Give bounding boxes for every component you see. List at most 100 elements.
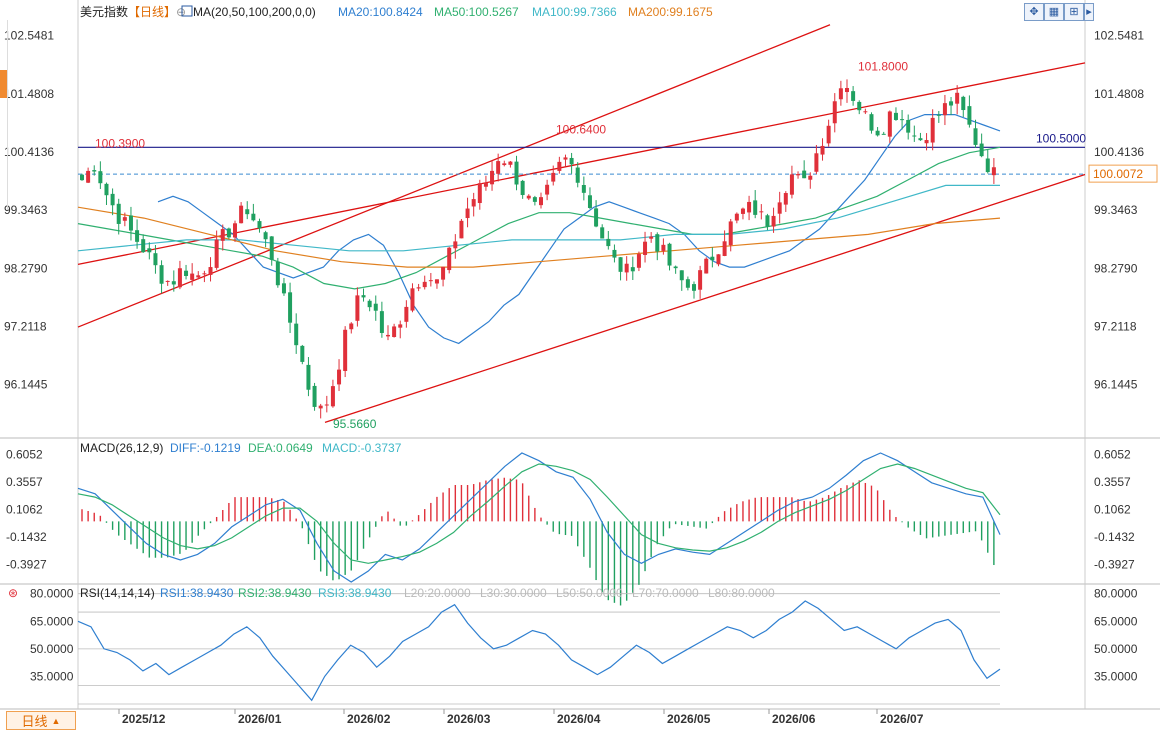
candle-body	[808, 175, 813, 180]
y-tick-label-right: 102.5481	[1094, 29, 1144, 43]
candle-body	[955, 92, 960, 104]
last-price-label: 100.0072	[1093, 167, 1143, 181]
candle-body	[838, 88, 843, 100]
caret-up-icon: ▲	[51, 715, 61, 726]
y-tick-label-left: 100.4136	[4, 145, 54, 159]
candle-body	[214, 239, 219, 268]
macd-tick-left: 0.6052	[6, 448, 43, 462]
candle-body	[661, 244, 666, 251]
layout-icon[interactable]: ▦	[1044, 3, 1064, 21]
candle-body	[153, 253, 158, 266]
candle-body	[312, 385, 317, 407]
candle-body	[177, 268, 182, 288]
candle-body	[355, 295, 360, 321]
rsi-l50: L50:50.0000	[556, 586, 623, 600]
candle-body	[893, 112, 898, 120]
candle-body	[165, 280, 170, 282]
candle-body	[392, 326, 397, 338]
rsi-tick-left: 65.0000	[30, 614, 74, 628]
candle-body	[594, 208, 599, 227]
macd-diff: DIFF:-0.1219	[170, 441, 241, 455]
channel-line	[324, 173, 1086, 423]
rsi-tick-right: 65.0000	[1094, 614, 1138, 628]
candle-body	[539, 197, 543, 206]
candle-body	[404, 306, 409, 322]
candle-body	[233, 223, 237, 238]
rsi3-value: RSI3:38.9430	[318, 586, 392, 600]
candle-body	[281, 283, 286, 294]
left-toolbar-active-tab[interactable]	[0, 70, 7, 98]
candle-body	[190, 273, 195, 280]
rsi-tick-right: 80.0000	[1094, 587, 1138, 601]
rsi-tick-left: 80.0000	[30, 587, 74, 601]
period-button-label: 日线	[21, 714, 48, 729]
macd-tick-left: 0.1062	[6, 503, 43, 517]
candle-body	[545, 184, 550, 195]
candle-body	[685, 279, 690, 288]
settings-icon[interactable]: ⊖	[176, 5, 186, 19]
candle-body	[881, 133, 886, 135]
period-label: 【日线】	[128, 5, 176, 19]
candle-body	[820, 145, 825, 155]
y-tick-label-right: 101.4808	[1094, 87, 1144, 101]
candle-body	[92, 170, 97, 172]
candle-body	[667, 243, 672, 266]
y-tick-label-right: 99.3463	[1094, 203, 1138, 217]
price-channel	[77, 24, 1086, 423]
candle-body	[428, 280, 433, 282]
candle-body	[128, 215, 133, 231]
candle-body	[949, 101, 954, 106]
candle-body	[422, 281, 427, 288]
candle-body	[967, 106, 972, 125]
candle-body	[612, 249, 617, 258]
x-tick-label: 2026/03	[447, 712, 491, 726]
candle-body	[704, 258, 709, 274]
candle-body	[624, 263, 629, 273]
y-tick-label-right: 97.2118	[1094, 319, 1137, 333]
period-button[interactable]: 日线 ▲	[6, 711, 76, 730]
price-annotation: 95.5660	[333, 417, 377, 431]
rsi-settings-icon[interactable]: ⊛	[8, 586, 18, 600]
candle-body	[98, 171, 103, 184]
candle-body	[814, 153, 819, 172]
macd-tick-right: -0.1432	[1094, 530, 1135, 544]
ma-params: MA(20,50,100,200,0,0)	[193, 5, 316, 19]
expand-icon[interactable]: ✥	[1024, 3, 1044, 21]
candle-body	[373, 303, 378, 311]
y-tick-label-left: 101.4808	[4, 87, 54, 101]
collapse-icon[interactable]: ▸	[1084, 3, 1094, 21]
candle-body	[477, 183, 482, 204]
candle-body	[379, 311, 384, 333]
rsi2-value: RSI2:38.9430	[238, 586, 312, 600]
candle-body	[906, 119, 911, 133]
candle-body	[196, 275, 201, 278]
candle-body	[239, 205, 244, 224]
candle-body	[636, 254, 641, 268]
candle-body	[447, 247, 452, 271]
macd-dea: DEA:0.0649	[248, 441, 313, 455]
indicator-toggle-icon[interactable]	[181, 5, 193, 17]
candle-body	[104, 183, 109, 196]
candle-body	[514, 161, 519, 185]
candle-body	[245, 209, 250, 215]
candle-body	[606, 238, 611, 247]
candle-body	[361, 295, 366, 298]
candle-body	[740, 208, 745, 214]
candle-body	[269, 236, 274, 260]
candle-body	[508, 161, 513, 165]
price-annotation: 101.8000	[858, 59, 908, 73]
ma100-value: MA100:99.7366	[532, 5, 617, 19]
diff-line	[77, 452, 1001, 583]
fullscreen-icon[interactable]: ⊞	[1064, 3, 1084, 21]
x-tick-label: 2026/01	[238, 712, 282, 726]
candle-body	[900, 119, 905, 121]
candle-body	[673, 266, 678, 269]
y-tick-label-left: 98.2790	[4, 261, 48, 275]
candle-body	[122, 217, 127, 221]
ma20-line	[157, 113, 1001, 345]
macd-tick-left: 0.3557	[6, 475, 43, 489]
x-tick-label: 2026/04	[557, 712, 601, 726]
candle-body	[184, 270, 189, 276]
candle-body	[875, 130, 880, 136]
